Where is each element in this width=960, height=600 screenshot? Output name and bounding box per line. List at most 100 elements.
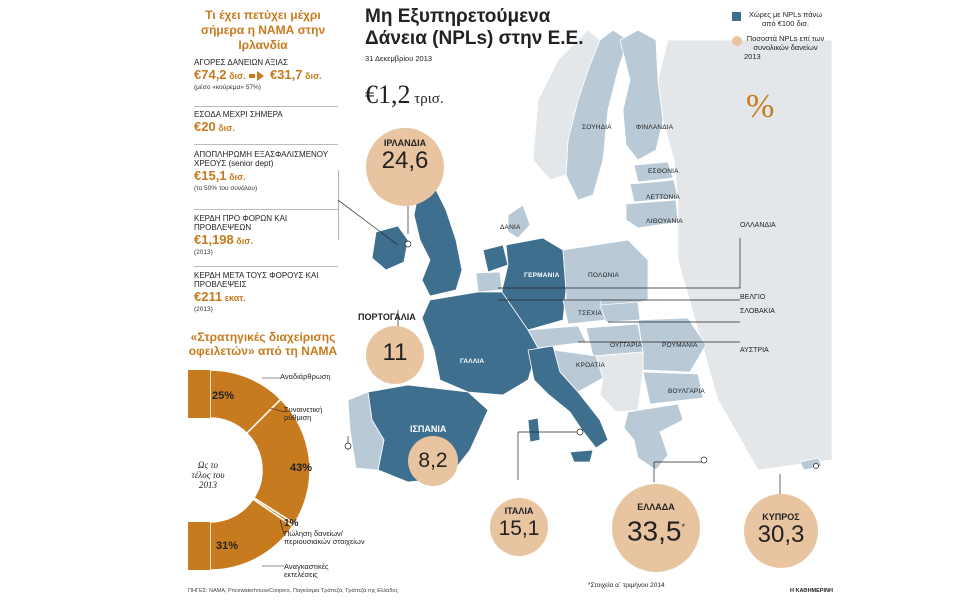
map-portugal <box>347 391 385 471</box>
donut-legend-item: Πώληση δανείων/ περιουσιακών στοιχείων <box>284 529 365 546</box>
donut-legend-item: Αναδιάρθρωση <box>280 372 331 381</box>
label-france: ΓΑΛΛΙΑ <box>460 358 485 365</box>
label-latvia: ΛΕΤΤΟΝΙΑ <box>646 194 680 201</box>
block-profit-pre-tax: ΚΕΡΔΗ ΠΡΟ ΦΟΡΩΝ ΚΑΙ ΠΡΟΒΛΕΨΕΩΝ €1,198 δι… <box>194 214 338 257</box>
label-slovakia: ΣΛΟΒΑΚΙΑ <box>740 308 775 315</box>
legend-square-icon <box>732 12 741 21</box>
map-netherlands <box>482 244 509 273</box>
donut-leader-line <box>279 519 285 535</box>
legend-bubble: Ποσοστά NPLs επί των συνολικών δανείων <box>732 34 827 52</box>
divider <box>194 209 338 210</box>
map-slovakia <box>599 301 641 323</box>
donut-pct-label: 31% <box>216 540 239 552</box>
divider <box>194 266 338 267</box>
map-balkans <box>595 351 644 413</box>
page-title: Μη Εξυπηρετούμενα Δάνεια (NPLs) στην Ε.Ε… <box>365 6 584 49</box>
block-note: (2013) <box>194 306 213 313</box>
block-value: €20 δισ. <box>194 119 235 134</box>
footnote: *Στοιχεία α΄ τριμήνου 2014 <box>588 582 665 589</box>
bubble-portugal: 11 <box>366 326 424 384</box>
label-croatia: ΚΡΟΑΤΙΑ <box>576 362 605 369</box>
label-hungary: ΟΥΓΓΑΡΙΑ <box>610 342 643 349</box>
map-italy <box>527 345 609 449</box>
legend-dot-icon <box>732 36 742 46</box>
label-belgium: ΒΕΛΓΙΟ <box>740 294 766 301</box>
block-note: (2013) <box>194 249 213 256</box>
block-value: €15,1 δισ. <box>194 168 246 183</box>
left-title: Τι έχει πετύχει μέχρι σήμερα η ΝΑΜΑ στην… <box>200 8 326 52</box>
divider <box>194 144 338 145</box>
label-poland: ΠΟΛΩΝΙΑ <box>588 272 620 279</box>
label-lithuania: ΛΙΘΟΥΑΝΙΑ <box>646 218 683 225</box>
block-note: (μέσο «κούρεμα» 57%) <box>194 84 261 91</box>
map-east <box>657 39 832 471</box>
donut-segment <box>245 398 311 525</box>
map-germany <box>501 237 567 331</box>
map-belgium <box>475 271 503 293</box>
leader-dots <box>344 240 819 469</box>
label-romania: ΡΟΥΜΑΝΙΑ <box>662 342 698 349</box>
donut-legend-item: Αναγκαστικές εκτελέσεις <box>284 562 329 579</box>
donut-segment <box>209 498 294 571</box>
label-germany: ΓΕΡΜΑΝΙΑ <box>524 272 560 279</box>
map-austria <box>527 325 587 349</box>
block-value: €211 εκατ. <box>194 289 246 304</box>
page-date: 31 Δεκεμβρίου 2013 <box>365 54 433 63</box>
donut-segment <box>188 370 210 418</box>
map-greece <box>623 403 684 471</box>
legend-year: 2013 <box>744 52 761 61</box>
label-sweden: ΣΟΥΗΔΙΑ <box>582 124 612 131</box>
map-ireland <box>371 225 409 271</box>
block-label: ΚΕΡΔΗ ΠΡΟ ΦΟΡΩΝ ΚΑΙ ΠΡΟΒΛΕΨΕΩΝ <box>194 214 288 232</box>
map-france <box>421 291 539 396</box>
bubble-greece: ΕΛΛΑΔΑ 33,5* <box>612 484 700 572</box>
label-finland: ΦΙΝΛΑΝΔΙΑ <box>636 124 674 131</box>
label-denmark: ΔΑΝΙΑ <box>500 224 521 231</box>
bubble-portugal-name: ΠΟΡΤΟΓΑΛΙΑ <box>358 312 416 322</box>
arrow-right-icon <box>249 67 266 82</box>
map-denmark <box>507 204 531 239</box>
block-senior-debt: ΑΠΟΠΛΗΡΩΜΗ ΕΞΑΣΦΑΛΙΣΜΕΝΟΥ ΧΡΕΟΥΣ (senior… <box>194 150 338 193</box>
label-austria: ΑΥΣΤΡΙΑ <box>740 347 769 354</box>
europe-map <box>338 29 832 494</box>
map-lithuania <box>625 199 679 229</box>
bubble-spain-name: ΙΣΠΑΝΙΑ <box>410 424 447 434</box>
block-profit-after-tax: ΚΕΡΔΗ ΜΕΤΑ ΤΟΥΣ ΦΟΡΟΥΣ ΚΑΙ ΠΡΟΒΛΕΨΕΙΣ €2… <box>194 271 338 314</box>
donut-center-label: Ως το τέλος του 2013 <box>191 460 225 490</box>
block-value: €74,2 δισ. €31,7 δισ. <box>194 67 322 82</box>
map-hungary <box>585 323 644 357</box>
bubble-ireland: ΙΡΛΑΝΔΙΑ 24,6 <box>366 128 444 206</box>
map-bulgaria <box>642 371 704 405</box>
label-estonia: ΕΣΘΟΝΙΑ <box>648 168 679 175</box>
block-label: ΕΣΟΔΑ ΜΕΧΡΙ ΣΗΜΕΡΑ <box>194 110 283 119</box>
block-note: (το 50% του συνόλου) <box>194 185 258 192</box>
map-sicily <box>569 449 594 463</box>
donut-legend-item: Συναινετική ρύθμιση <box>284 405 323 422</box>
divider <box>194 106 338 107</box>
donut-leader-line <box>269 407 285 413</box>
map-estonia <box>633 161 674 183</box>
map-norway <box>532 29 601 181</box>
bubble-italy: ΙΤΑΛΙΑ 15,1 <box>490 498 548 556</box>
map-uk <box>413 189 463 297</box>
bubble-spain: 8,2 <box>408 436 458 486</box>
total-npl-value: €1,2 τρισ. <box>365 80 444 109</box>
donut-segment <box>188 522 210 570</box>
block-label: ΑΠΟΠΛΗΡΩΜΗ ΕΞΑΣΦΑΛΙΣΜΕΝΟΥ ΧΡΕΟΥΣ (senior… <box>194 150 328 168</box>
donut-title: «Στρατηγικές διαχείρισης οφειλετών» από … <box>188 330 338 358</box>
block-label: ΚΕΡΔΗ ΜΕΤΑ ΤΟΥΣ ΦΟΡΟΥΣ ΚΑΙ ΠΡΟΒΛΕΨΕΙΣ <box>194 271 319 289</box>
donut-pct-label: 1% <box>284 518 299 529</box>
donut-pct-label: 25% <box>212 390 235 402</box>
label-netherlands: ΟΛΛΑΝΔΙΑ <box>740 222 776 229</box>
block-label: ΑΓΟΡΕΣ ΔΑΝΕΙΩΝ ΑΞΙΑΣ <box>194 58 288 67</box>
sources-note: ΠΗΓΕΣ: ΝΑΜΑ, PricewaterhouseCoopers, Παγ… <box>188 588 399 594</box>
map-finland <box>619 29 664 161</box>
block-revenue: ΕΣΟΔΑ ΜΕΧΡΙ ΣΗΜΕΡΑ €20 δισ. <box>194 110 338 136</box>
label-czech: ΤΣΕΧΙΑ <box>578 310 603 317</box>
percent-sign: % <box>746 88 775 125</box>
donut-pct-label: 43% <box>290 462 313 474</box>
legend-highlight: Χώρες με NPLs πάνω από €100 δισ. <box>732 10 827 28</box>
credit: Η ΚΑΘΗΜΕΡΙΝΗ <box>790 588 833 594</box>
label-bulgaria: ΒΟΥΛΓΑΡΙΑ <box>668 388 705 395</box>
block-value: €1,198 δισ. <box>194 232 253 247</box>
